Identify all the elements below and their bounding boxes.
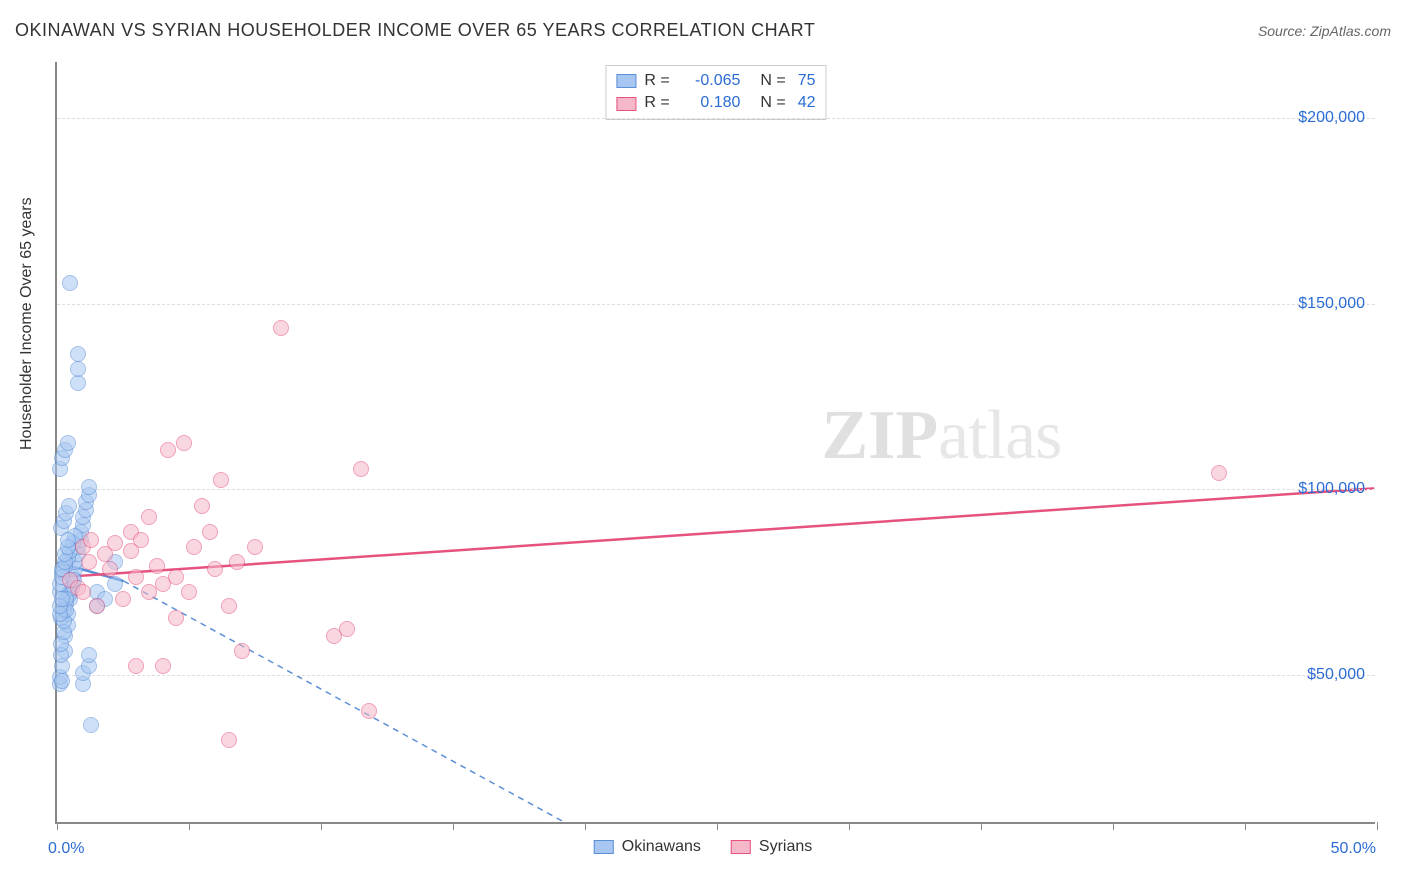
swatch: [616, 74, 636, 88]
swatch: [616, 97, 636, 111]
x-max-label: 50.0%: [1331, 840, 1376, 858]
data-point: [207, 561, 223, 577]
data-point: [168, 569, 184, 585]
data-point: [70, 361, 86, 377]
gridline: [57, 304, 1375, 305]
x-tick: [1377, 822, 1378, 830]
data-point: [160, 442, 176, 458]
data-point: [361, 703, 377, 719]
legend-item: Syrians: [731, 838, 812, 856]
legend-label: Syrians: [759, 838, 812, 856]
data-point: [60, 435, 76, 451]
data-point: [141, 584, 157, 600]
data-point: [1211, 465, 1227, 481]
data-point: [81, 647, 97, 663]
data-point: [202, 524, 218, 540]
data-point: [247, 539, 263, 555]
x-tick: [189, 822, 190, 830]
x-tick: [717, 822, 718, 830]
data-point: [102, 561, 118, 577]
data-point: [176, 435, 192, 451]
gridline: [57, 675, 1375, 676]
data-point: [61, 498, 77, 514]
data-point: [155, 658, 171, 674]
data-point: [107, 576, 123, 592]
data-point: [133, 532, 149, 548]
x-min-label: 0.0%: [48, 840, 84, 858]
x-tick: [981, 822, 982, 830]
y-tick-label: $200,000: [1298, 109, 1365, 127]
data-point: [213, 472, 229, 488]
bottom-legend: Okinawans Syrians: [594, 838, 813, 856]
data-point: [89, 598, 105, 614]
data-point: [234, 643, 250, 659]
data-point: [107, 535, 123, 551]
watermark: ZIPatlas: [821, 396, 1061, 476]
data-point: [128, 658, 144, 674]
data-point: [70, 375, 86, 391]
x-tick: [1245, 822, 1246, 830]
data-point: [194, 498, 210, 514]
stats-row: R =-0.065N =75: [616, 70, 815, 92]
data-point: [60, 532, 76, 548]
data-point: [115, 591, 131, 607]
data-point: [83, 532, 99, 548]
y-tick-label: $150,000: [1298, 295, 1365, 313]
x-tick: [57, 822, 58, 830]
data-point: [353, 461, 369, 477]
legend-label: Okinawans: [622, 838, 701, 856]
x-tick: [321, 822, 322, 830]
data-point: [229, 554, 245, 570]
source-label: Source: ZipAtlas.com: [1258, 23, 1391, 39]
data-point: [81, 554, 97, 570]
data-point: [149, 558, 165, 574]
gridline: [57, 489, 1375, 490]
stats-row: R =0.180N =42: [616, 92, 815, 114]
data-point: [221, 598, 237, 614]
data-point: [128, 569, 144, 585]
data-point: [221, 732, 237, 748]
data-point: [83, 717, 99, 733]
data-point: [141, 509, 157, 525]
data-point: [81, 479, 97, 495]
gridline: [57, 118, 1375, 119]
chart-title: OKINAWAN VS SYRIAN HOUSEHOLDER INCOME OV…: [15, 20, 815, 41]
x-tick: [585, 822, 586, 830]
swatch: [594, 840, 614, 854]
data-point: [186, 539, 202, 555]
data-point: [62, 275, 78, 291]
y-tick-label: $100,000: [1298, 480, 1365, 498]
data-point: [168, 610, 184, 626]
legend-item: Okinawans: [594, 838, 701, 856]
x-tick: [849, 822, 850, 830]
y-tick-label: $50,000: [1307, 666, 1365, 684]
data-point: [181, 584, 197, 600]
data-point: [273, 320, 289, 336]
data-point: [75, 584, 91, 600]
x-tick: [1113, 822, 1114, 830]
data-point: [70, 346, 86, 362]
swatch: [731, 840, 751, 854]
data-point: [54, 673, 70, 689]
x-tick: [453, 822, 454, 830]
y-axis-title: Householder Income Over 65 years: [18, 197, 36, 450]
data-point: [339, 621, 355, 637]
data-point: [54, 591, 70, 607]
plot-area: ZIPatlas R =-0.065N =75R =0.180N =42 $50…: [55, 62, 1375, 824]
stats-legend: R =-0.065N =75R =0.180N =42: [605, 65, 826, 120]
trend-lines: [57, 62, 1375, 822]
